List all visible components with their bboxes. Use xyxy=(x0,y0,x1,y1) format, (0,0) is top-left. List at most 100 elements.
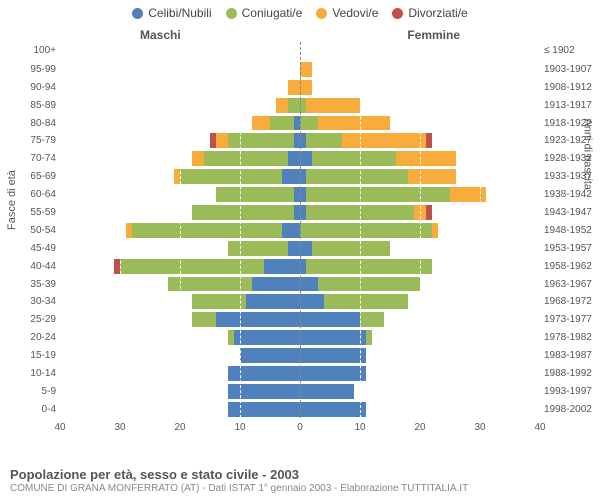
bar-segment xyxy=(216,312,300,327)
bar-segment xyxy=(282,223,300,238)
birth-year-label: 1938-1942 xyxy=(544,186,598,204)
age-label: 90-94 xyxy=(14,79,56,97)
age-label: 20-24 xyxy=(14,329,56,347)
bar-segment xyxy=(432,223,438,238)
bar-segment xyxy=(300,277,318,292)
birth-year-label: 1993-1997 xyxy=(544,383,598,401)
bar-female xyxy=(300,366,366,381)
bar-segment xyxy=(306,187,450,202)
x-tick-label: 10 xyxy=(234,422,245,433)
bar-segment xyxy=(324,294,408,309)
bar-male xyxy=(216,187,300,202)
bar-segment xyxy=(132,223,282,238)
legend-label: Divorziati/e xyxy=(408,6,467,20)
bar-segment xyxy=(228,241,288,256)
age-label: 80-84 xyxy=(14,115,56,133)
age-label: 70-74 xyxy=(14,150,56,168)
x-tick-label: 40 xyxy=(534,422,545,433)
x-tick-label: 10 xyxy=(354,422,365,433)
bar-male xyxy=(288,80,300,95)
age-label: 30-34 xyxy=(14,293,56,311)
x-tick-label: 20 xyxy=(414,422,425,433)
bar-male xyxy=(228,241,300,256)
bar-segment xyxy=(300,384,354,399)
bar-segment xyxy=(300,62,312,77)
bar-male xyxy=(228,366,300,381)
bar-male xyxy=(192,312,300,327)
bar-male xyxy=(210,133,300,148)
bar-female xyxy=(300,402,366,417)
bar-female xyxy=(300,187,486,202)
bar-segment xyxy=(234,330,300,345)
birth-year-label: 1943-1947 xyxy=(544,204,598,222)
bar-segment xyxy=(246,294,300,309)
age-label: 45-49 xyxy=(14,240,56,258)
bar-segment xyxy=(120,259,264,274)
bar-female xyxy=(300,205,432,220)
birth-year-label: 1928-1932 xyxy=(544,150,598,168)
age-label: 65-69 xyxy=(14,168,56,186)
age-label: 0-4 xyxy=(14,401,56,419)
bar-segment xyxy=(300,80,312,95)
bar-segment xyxy=(288,241,300,256)
legend-item: Vedovi/e xyxy=(316,6,378,20)
bar-segment xyxy=(240,348,300,363)
gridline xyxy=(540,42,541,418)
legend-swatch xyxy=(132,8,143,19)
bar-segment xyxy=(318,116,390,131)
birth-year-label: 1963-1967 xyxy=(544,276,598,294)
x-axis-ticks: 40302010010203040 xyxy=(60,422,540,440)
bar-segment xyxy=(270,116,294,131)
bar-female xyxy=(300,151,456,166)
bar-segment xyxy=(408,169,456,184)
bar-segment xyxy=(288,151,300,166)
bar-segment xyxy=(306,205,414,220)
x-tick-label: 30 xyxy=(474,422,485,433)
age-label: 95-99 xyxy=(14,61,56,79)
bar-male xyxy=(192,205,300,220)
birth-year-label: 1983-1987 xyxy=(544,347,598,365)
bar-segment xyxy=(318,277,420,292)
bar-segment xyxy=(228,133,294,148)
bar-segment xyxy=(216,187,294,202)
x-tick-label: 20 xyxy=(174,422,185,433)
bar-segment xyxy=(228,366,300,381)
bar-female xyxy=(300,312,384,327)
chart-footer: Popolazione per età, sesso e stato civil… xyxy=(10,467,590,494)
bar-male xyxy=(192,151,300,166)
bar-segment xyxy=(282,169,300,184)
bar-segment xyxy=(228,384,300,399)
population-pyramid-chart: Celibi/Nubili Coniugati/e Vedovi/e Divorzia… xyxy=(0,0,600,500)
bar-segment xyxy=(396,151,456,166)
bar-female xyxy=(300,241,390,256)
x-tick-label: 0 xyxy=(297,422,303,433)
age-label: 85-89 xyxy=(14,97,56,115)
birth-year-label: 1913-1917 xyxy=(544,97,598,115)
bar-segment xyxy=(414,205,426,220)
x-tick-label: 40 xyxy=(54,422,65,433)
age-label: 75-79 xyxy=(14,132,56,150)
chart-title: Popolazione per età, sesso e stato civil… xyxy=(10,467,590,482)
bar-male xyxy=(240,348,300,363)
birth-year-label: 1948-1952 xyxy=(544,222,598,240)
bar-segment xyxy=(168,277,252,292)
legend-label: Coniugati/e xyxy=(242,6,303,20)
bar-segment xyxy=(312,151,396,166)
bar-female xyxy=(300,259,432,274)
bar-segment xyxy=(300,294,324,309)
birth-year-label: 1998-2002 xyxy=(544,401,598,419)
bar-female xyxy=(300,169,456,184)
bar-segment xyxy=(192,205,294,220)
bar-female xyxy=(300,330,372,345)
bar-female xyxy=(300,62,312,77)
age-label: 55-59 xyxy=(14,204,56,222)
label-female: Femmine xyxy=(407,28,460,42)
bar-male xyxy=(228,384,300,399)
bar-segment xyxy=(360,312,384,327)
x-tick-label: 30 xyxy=(114,422,125,433)
plot-area: 100+≤ 190295-991903-190790-941908-191285… xyxy=(60,42,540,440)
bar-segment xyxy=(450,187,486,202)
bar-segment xyxy=(192,151,204,166)
bar-segment xyxy=(306,169,408,184)
legend-label: Celibi/Nubili xyxy=(148,6,211,20)
